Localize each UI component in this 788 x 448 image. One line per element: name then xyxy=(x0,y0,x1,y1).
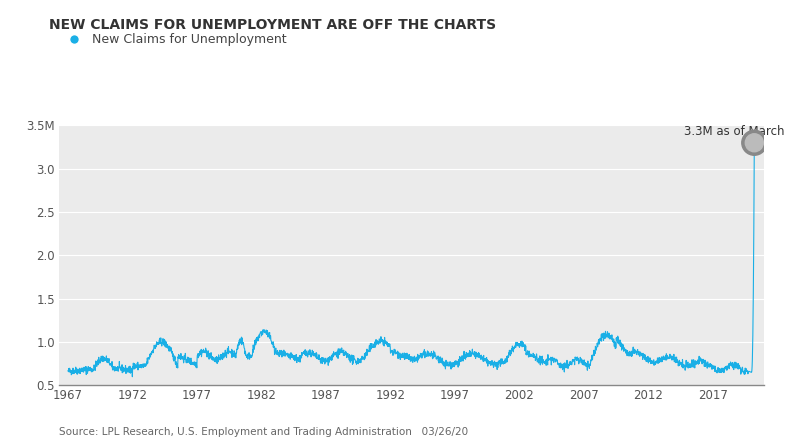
Ellipse shape xyxy=(742,130,767,155)
Text: 2: 2 xyxy=(11,15,22,33)
Ellipse shape xyxy=(745,134,764,152)
Text: Source: LPL Research, U.S. Employment and Trading Administration   03/26/20: Source: LPL Research, U.S. Employment an… xyxy=(59,427,468,437)
Legend: New Claims for Unemployment: New Claims for Unemployment xyxy=(61,33,287,46)
Text: NEW CLAIMS FOR UNEMPLOYMENT ARE OFF THE CHARTS: NEW CLAIMS FOR UNEMPLOYMENT ARE OFF THE … xyxy=(49,17,496,32)
Text: 3.3M as of March 21, 2020: 3.3M as of March 21, 2020 xyxy=(685,125,788,138)
